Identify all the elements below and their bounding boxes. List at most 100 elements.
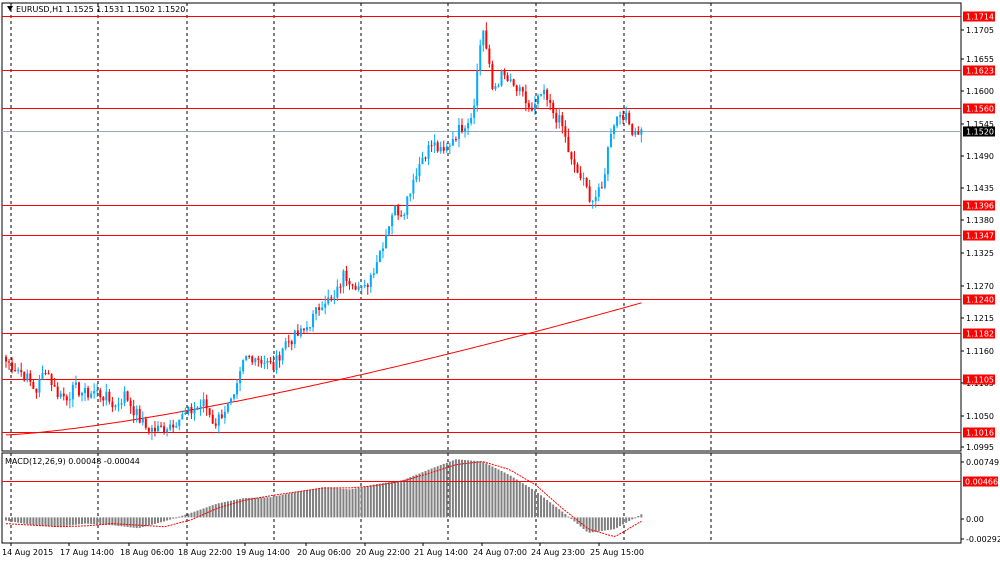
level-label: 1.1240 bbox=[966, 296, 994, 305]
candle-bull bbox=[421, 157, 424, 165]
candle-bear bbox=[330, 297, 333, 299]
macd-histogram-bar bbox=[129, 517, 132, 528]
macd-signal-line bbox=[5, 461, 642, 538]
candle-bull bbox=[233, 394, 235, 399]
macd-histogram-bar bbox=[381, 483, 384, 518]
candle-bull bbox=[394, 205, 397, 216]
macd-histogram-bar bbox=[366, 485, 369, 518]
level-label: 1.1016 bbox=[966, 429, 994, 438]
candle-bear bbox=[87, 388, 90, 398]
macd-histogram-bar bbox=[242, 498, 245, 518]
macd-histogram-bar bbox=[35, 517, 38, 526]
macd-histogram-bar bbox=[278, 495, 281, 518]
macd-histogram-bar bbox=[178, 516, 181, 518]
chart-menu-icon[interactable] bbox=[7, 6, 13, 11]
macd-histogram-bar bbox=[430, 468, 433, 518]
candle-bear bbox=[108, 391, 111, 402]
candle-bull bbox=[640, 129, 643, 135]
moving-average-line bbox=[5, 302, 642, 436]
macd-histogram-bar bbox=[561, 511, 564, 518]
candle-bull bbox=[327, 297, 330, 304]
current-price-label: 1.1520 bbox=[966, 128, 994, 137]
macd-histogram-bar bbox=[14, 517, 17, 523]
current-price-box bbox=[963, 126, 995, 137]
candle-bear bbox=[442, 147, 445, 151]
candle-bull bbox=[415, 176, 418, 180]
macd-histogram-bar bbox=[424, 470, 427, 518]
macd-histogram-bar bbox=[26, 517, 29, 525]
macd-histogram-bar bbox=[96, 517, 99, 525]
time-tick-label: 21 Aug 14:00 bbox=[414, 548, 468, 557]
candle-bear bbox=[354, 285, 357, 290]
macd-histogram-bar bbox=[597, 517, 600, 532]
time-tick-label: 24 Aug 07:00 bbox=[473, 548, 527, 557]
macd-histogram-bar bbox=[378, 483, 381, 518]
candle-bear bbox=[628, 112, 631, 125]
level-label-box bbox=[963, 427, 995, 438]
macd-histogram-bar bbox=[150, 517, 153, 525]
macd-histogram-bar bbox=[281, 494, 284, 518]
macd-histogram-bar bbox=[105, 517, 108, 525]
macd-histogram-bar bbox=[500, 471, 503, 518]
candle-bear bbox=[296, 330, 299, 336]
candle-bear bbox=[561, 115, 564, 127]
price-tick-label: 1.1655 bbox=[966, 55, 994, 64]
macd-histogram-bar bbox=[275, 496, 278, 518]
candle-bull bbox=[305, 327, 308, 331]
macd-histogram-bar bbox=[87, 517, 90, 524]
macd-histogram-bar bbox=[321, 487, 324, 518]
macd-histogram-bar bbox=[497, 469, 500, 518]
candle-bear bbox=[579, 172, 582, 179]
candle-bear bbox=[257, 358, 260, 360]
macd-histogram-bar bbox=[336, 488, 339, 518]
candle-bull bbox=[381, 248, 384, 252]
level-label: 1.1623 bbox=[966, 67, 994, 76]
candle-bear bbox=[99, 390, 102, 398]
macd-histogram-bar bbox=[464, 459, 467, 518]
macd-histogram-bar bbox=[181, 515, 184, 518]
candle-bear bbox=[272, 362, 275, 371]
macd-histogram-bar bbox=[433, 467, 436, 518]
macd-histogram-bar bbox=[169, 517, 172, 520]
candle-bear bbox=[461, 124, 463, 132]
candle-bull bbox=[427, 145, 430, 159]
candle-bear bbox=[527, 103, 530, 108]
candle-bull bbox=[312, 313, 315, 328]
macd-histogram-bar bbox=[50, 517, 53, 527]
candle-bull bbox=[372, 273, 375, 275]
candle-bull bbox=[17, 370, 20, 372]
macd-histogram-bar bbox=[205, 507, 208, 518]
macd-histogram-bar bbox=[166, 517, 169, 521]
macd-histogram-bar bbox=[330, 487, 333, 518]
candle-bull bbox=[497, 85, 500, 87]
candle-bear bbox=[454, 139, 457, 141]
candle-bull bbox=[281, 348, 284, 361]
macd-histogram-bar bbox=[157, 517, 159, 524]
macd-histogram-bar bbox=[354, 488, 357, 518]
candle-bull bbox=[500, 70, 503, 86]
macd-histogram-bar bbox=[263, 497, 266, 518]
macd-histogram-bar bbox=[603, 517, 606, 531]
candle-bear bbox=[512, 79, 515, 86]
macd-histogram-bar bbox=[193, 511, 196, 518]
candle-bear bbox=[35, 388, 38, 393]
macd-histogram-bar bbox=[172, 517, 175, 519]
candle-bull bbox=[406, 196, 409, 215]
candle-bull bbox=[403, 214, 406, 216]
candle-bear bbox=[318, 307, 321, 311]
macd-histogram-bar bbox=[62, 517, 65, 527]
macd-histogram-bar bbox=[318, 487, 321, 518]
macd-histogram-bar bbox=[77, 517, 80, 525]
candle-bear bbox=[570, 152, 573, 160]
macd-histogram-bar bbox=[68, 517, 71, 526]
macd-histogram-bar bbox=[375, 483, 378, 518]
macd-histogram-bar bbox=[415, 474, 418, 518]
macd-histogram-bar bbox=[20, 517, 23, 524]
candle-bull bbox=[84, 388, 87, 393]
candle-bull bbox=[558, 115, 561, 123]
macd-histogram-bar bbox=[391, 481, 394, 518]
time-tick-label: 25 Aug 15:00 bbox=[590, 548, 644, 557]
macd-histogram-bar bbox=[363, 486, 366, 518]
candle-bear bbox=[190, 406, 193, 414]
